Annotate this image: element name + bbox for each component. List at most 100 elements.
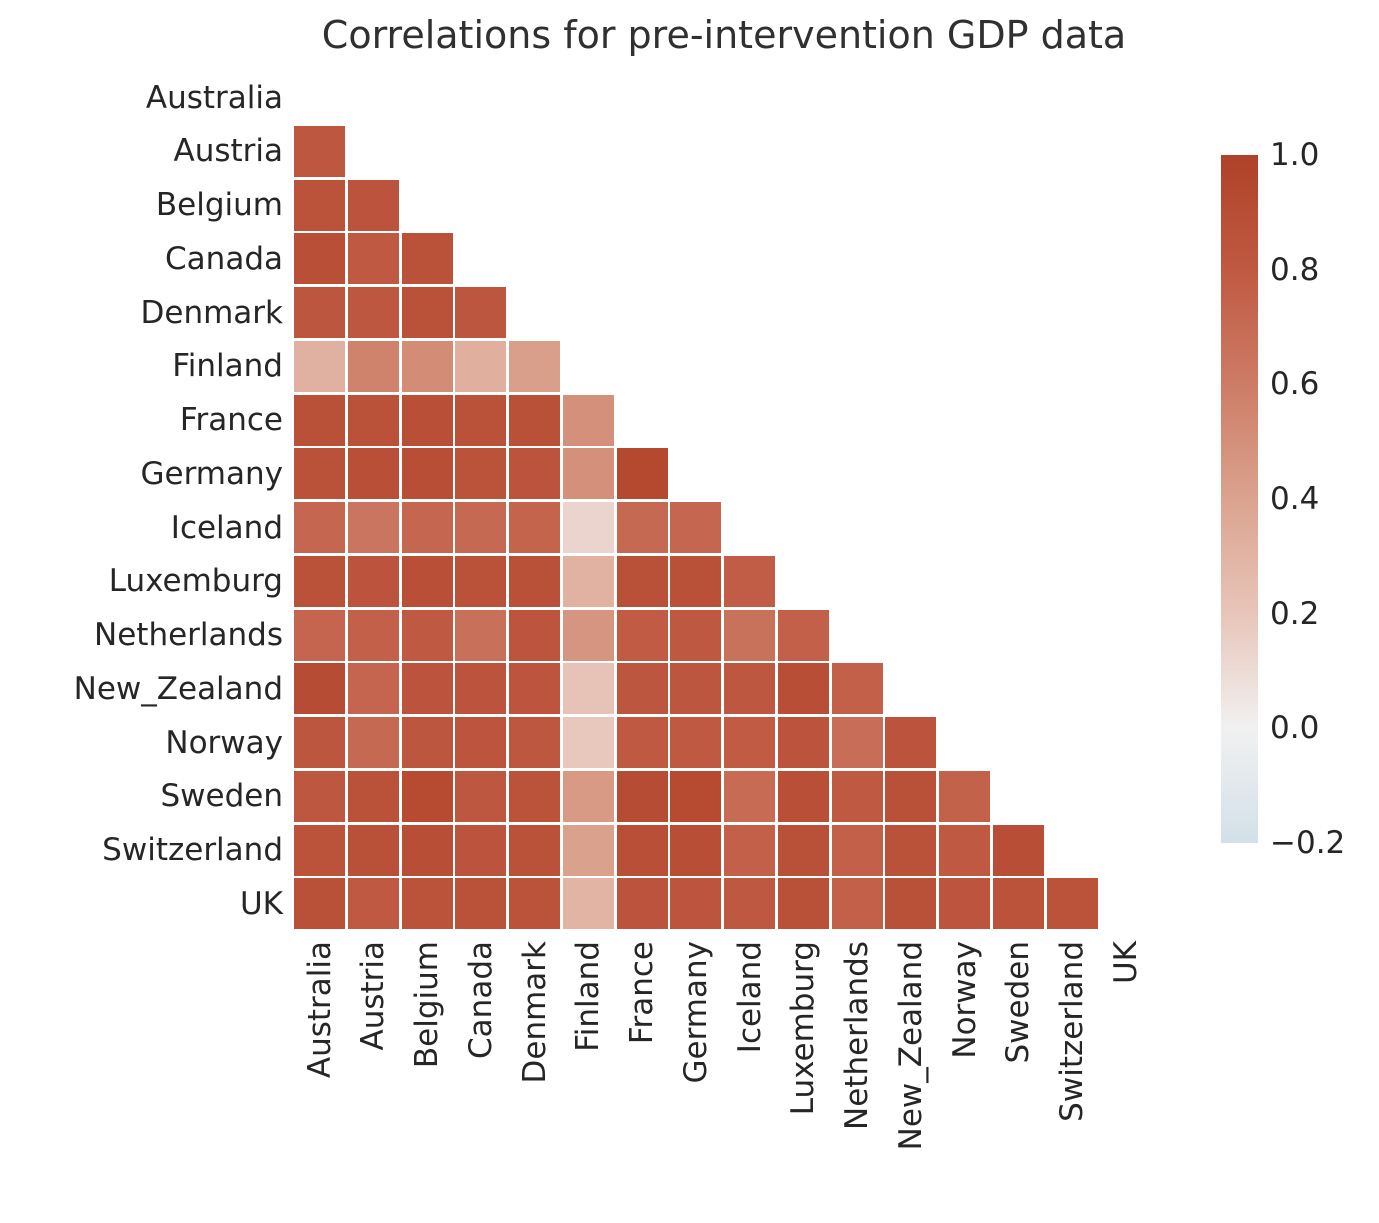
heatmap-cell bbox=[562, 824, 614, 876]
heatmap-cell bbox=[401, 555, 453, 607]
y-tick-label: UK bbox=[239, 885, 283, 922]
y-tick-label: Australia bbox=[145, 79, 283, 116]
heatmap-cell bbox=[562, 555, 614, 607]
x-tick-label: Finland bbox=[570, 941, 607, 1052]
heatmap-cell bbox=[1046, 878, 1098, 930]
heatmap-cell bbox=[616, 448, 668, 500]
heatmap-cell bbox=[616, 770, 668, 822]
heatmap-cell bbox=[401, 233, 453, 285]
heatmap-cell bbox=[562, 609, 614, 661]
heatmap-cell bbox=[509, 502, 560, 553]
heatmap-cell bbox=[992, 878, 1044, 930]
heatmap-cell bbox=[347, 394, 399, 446]
heatmap-cell bbox=[616, 555, 668, 607]
heatmap-cell bbox=[294, 663, 345, 715]
heatmap-cell bbox=[831, 770, 883, 822]
heatmap-cell bbox=[885, 824, 937, 876]
heatmap-cell bbox=[562, 502, 614, 553]
heatmap-cell bbox=[562, 717, 614, 768]
x-tick-label: Netherlands bbox=[839, 941, 875, 1130]
heatmap-cell bbox=[455, 824, 507, 876]
heatmap-cell bbox=[294, 878, 345, 930]
heatmap-cell bbox=[347, 770, 399, 822]
heatmap-cell bbox=[401, 663, 453, 715]
heatmap-cell bbox=[831, 663, 883, 715]
heatmap-cell bbox=[724, 717, 775, 768]
heatmap-cell bbox=[294, 394, 345, 446]
heatmap-cell bbox=[294, 717, 345, 768]
y-tick-label: Netherlands bbox=[94, 617, 283, 653]
heatmap-cell bbox=[724, 555, 775, 607]
y-tick-label: Switzerland bbox=[102, 832, 283, 868]
colorbar-tick-label: 0.6 bbox=[1270, 366, 1320, 403]
x-tick-label: Germany bbox=[677, 941, 714, 1084]
heatmap-cell bbox=[455, 502, 507, 553]
heatmap-cell bbox=[347, 179, 399, 231]
heatmap-cell bbox=[670, 824, 722, 876]
colorbar-tick-label: 0.4 bbox=[1270, 481, 1320, 517]
heatmap-cell bbox=[401, 394, 453, 446]
heatmap-cell bbox=[562, 394, 614, 446]
y-tick-label: Belgium bbox=[155, 187, 283, 223]
heatmap-cell bbox=[509, 555, 560, 607]
heatmap-cell bbox=[616, 502, 668, 553]
y-tick-label: Austria bbox=[173, 133, 283, 170]
x-tick-label: Iceland bbox=[731, 941, 768, 1054]
heatmap-cell bbox=[401, 609, 453, 661]
heatmap-cell bbox=[401, 448, 453, 500]
heatmap-cell bbox=[509, 448, 560, 500]
colorbar-tick-label: 0.0 bbox=[1270, 710, 1320, 747]
heatmap-cell bbox=[724, 663, 775, 715]
heatmap-cell bbox=[347, 555, 399, 607]
x-tick-label: UK bbox=[1107, 941, 1144, 985]
heatmap-cell bbox=[509, 878, 560, 930]
colorbar bbox=[1221, 155, 1258, 843]
heatmap-cell bbox=[401, 824, 453, 876]
x-tick-label: Luxemburg bbox=[785, 941, 822, 1116]
heatmap-cell bbox=[509, 717, 560, 768]
heatmap-cell bbox=[831, 717, 883, 768]
heatmap-cell bbox=[777, 770, 829, 822]
colorbar-tick-label: 0.2 bbox=[1270, 595, 1320, 632]
x-tick-label: Canada bbox=[462, 941, 499, 1059]
y-tick-label: Norway bbox=[165, 724, 283, 761]
heatmap-cell bbox=[509, 770, 560, 822]
heatmap-cell bbox=[562, 663, 614, 715]
heatmap-cell bbox=[347, 663, 399, 715]
heatmap-cell bbox=[294, 824, 345, 876]
heatmap-cell bbox=[939, 770, 990, 822]
x-tick-label: Australia bbox=[301, 941, 338, 1079]
y-tick-label: Germany bbox=[140, 455, 283, 492]
heatmap-cell bbox=[616, 609, 668, 661]
heatmap-cell bbox=[562, 878, 614, 930]
heatmap-cell bbox=[401, 340, 453, 392]
heatmap-cell bbox=[347, 609, 399, 661]
y-tick-label: Finland bbox=[172, 348, 283, 385]
heatmap-cell bbox=[777, 824, 829, 876]
heatmap-cell bbox=[777, 878, 829, 930]
heatmap-cell bbox=[509, 824, 560, 876]
heatmap-cell bbox=[670, 663, 722, 715]
x-tick-label: Denmark bbox=[516, 941, 553, 1084]
heatmap-cell bbox=[347, 824, 399, 876]
heatmap-cell bbox=[670, 878, 722, 930]
heatmap-cell bbox=[831, 824, 883, 876]
y-tick-label: Luxemburg bbox=[108, 563, 283, 600]
heatmap-cell bbox=[670, 502, 722, 553]
heatmap-cell bbox=[347, 233, 399, 285]
heatmap-cell bbox=[670, 770, 722, 822]
heatmap-cell bbox=[616, 663, 668, 715]
heatmap-cell bbox=[670, 717, 722, 768]
heatmap-cell bbox=[509, 340, 560, 392]
heatmap-cell bbox=[347, 717, 399, 768]
heatmap-cell bbox=[562, 770, 614, 822]
y-tick-label: Denmark bbox=[140, 294, 283, 331]
heatmap-cell bbox=[294, 609, 345, 661]
heatmap-cell bbox=[294, 770, 345, 822]
heatmap-cell bbox=[294, 340, 345, 392]
heatmap-cell bbox=[455, 717, 507, 768]
heatmap-cell bbox=[724, 609, 775, 661]
heatmap-cell bbox=[294, 125, 345, 177]
